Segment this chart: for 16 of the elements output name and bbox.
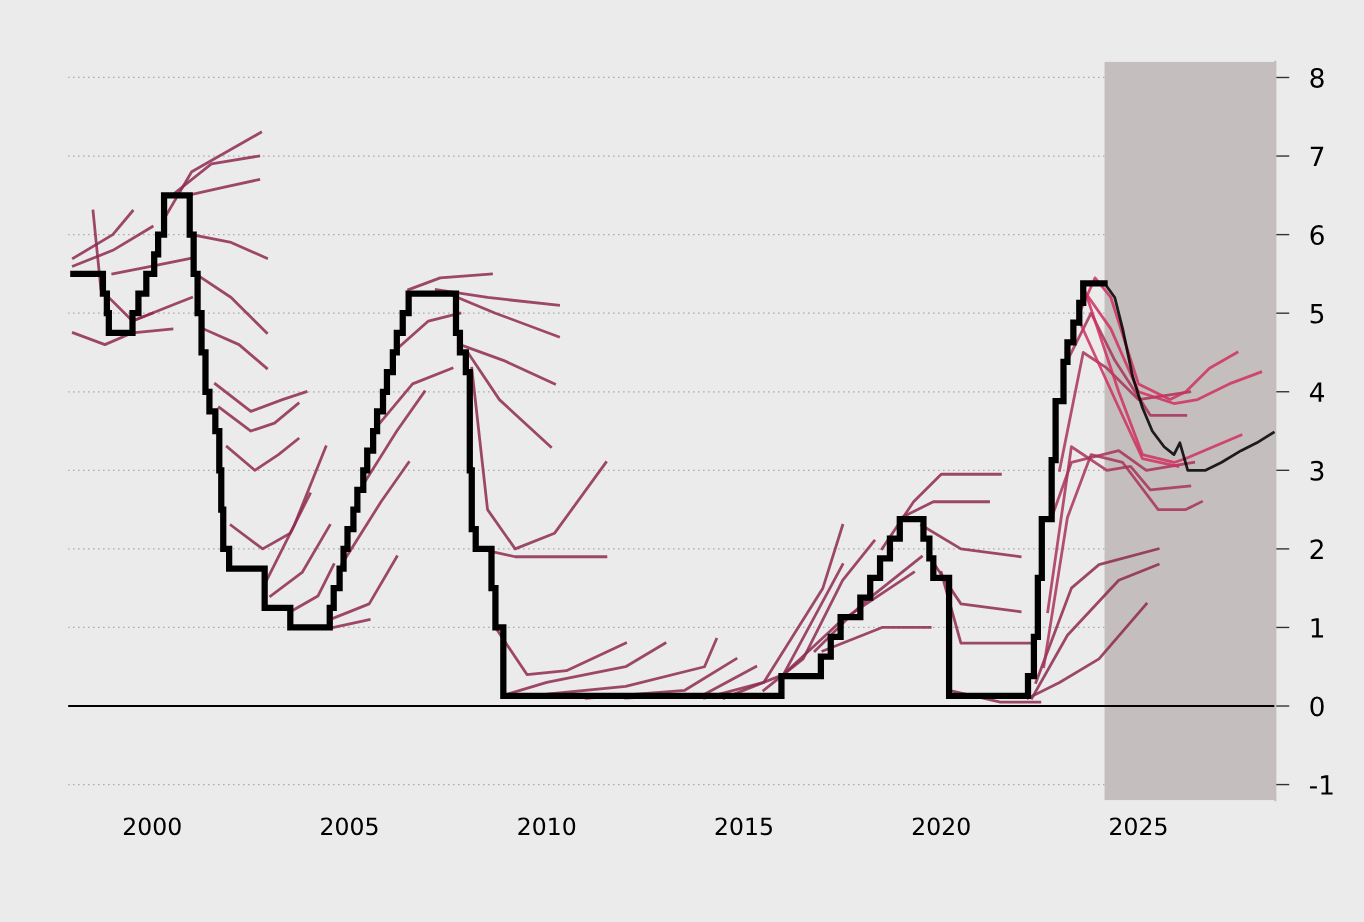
x-tick-label: 2000 <box>123 817 181 836</box>
x-tick-label: 2025 <box>1110 817 1167 836</box>
y-tick-label: 5 <box>1310 303 1324 324</box>
y-tick-label: 1 <box>1311 618 1324 638</box>
x-tick-label: 2005 <box>321 817 378 836</box>
y-tick-label: 3 <box>1310 460 1324 481</box>
y-tick-label: 2 <box>1310 539 1323 559</box>
x-tick-label: 2015 <box>715 817 772 836</box>
y-tick-label: -1 <box>1309 775 1333 795</box>
x-tick-label: 2010 <box>518 817 576 836</box>
y-tick-label: 7 <box>1310 146 1324 167</box>
x-tick-label: 2020 <box>912 817 970 836</box>
y-tick-label: 6 <box>1310 225 1324 246</box>
y-tick-label: 4 <box>1309 382 1324 402</box>
y-tick-label: 8 <box>1310 67 1324 88</box>
y-tick-label: 0 <box>1310 696 1324 717</box>
